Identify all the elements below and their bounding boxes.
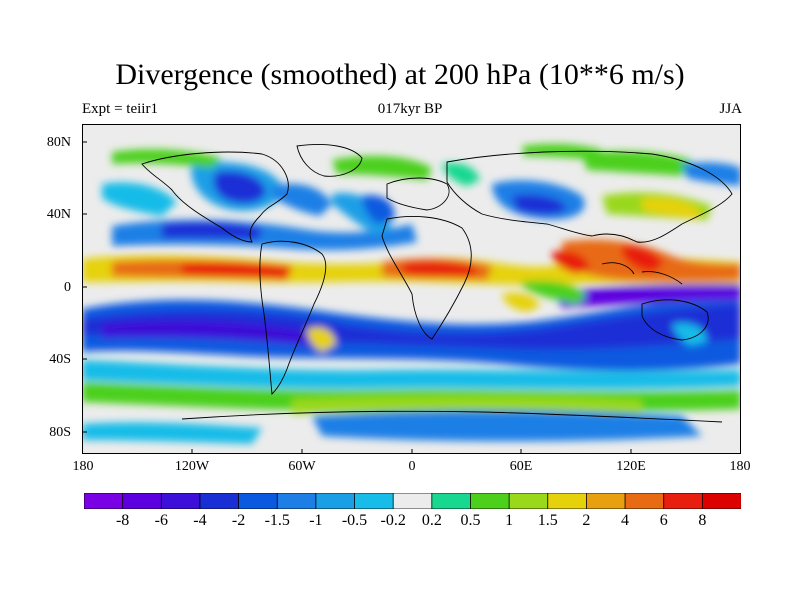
colorbar-swatch [586, 493, 626, 509]
colorbar-label: 1 [505, 512, 514, 529]
lat-label-40s: 40S [49, 352, 71, 367]
map-title: Divergence (smoothed) at 200 hPa (10**6 … [115, 58, 685, 91]
colorbar-label: 2 [582, 512, 591, 529]
colorbar-swatch [160, 493, 201, 509]
colorbar-label: 0.2 [421, 512, 442, 529]
colorbar-swatch [392, 493, 433, 509]
colorbar-label: -0.5 [341, 512, 368, 529]
colorbar-label: -1 [309, 512, 323, 529]
lat-label-80s: 80S [49, 425, 71, 440]
colorbar-label: 0.5 [460, 512, 481, 529]
colorbar-swatch [122, 493, 163, 509]
lat-label-0: 0 [64, 280, 71, 295]
lon-label-60w: 60W [288, 459, 316, 474]
colorbar-swatch [547, 493, 588, 509]
colorbar-label: -1.5 [264, 512, 290, 529]
colorbar-swatch [315, 493, 356, 509]
colorbar-swatch [663, 493, 704, 509]
colorbar-label: -4 [193, 512, 207, 529]
lat-label-80n: 80N [46, 135, 71, 150]
colorbar-swatch [238, 493, 278, 509]
colorbar-swatch [701, 493, 741, 509]
colorbar-label: 4 [621, 512, 630, 529]
colorbar-swatch [276, 493, 317, 509]
colorbar-swatch [84, 493, 124, 509]
time-label: 017kyr BP [377, 101, 443, 117]
lon-label-60e: 60E [509, 459, 533, 474]
lon-label-0: 0 [408, 459, 416, 474]
colorbar-label: 1.5 [537, 512, 558, 529]
coastlines [141, 144, 733, 423]
colorbar-swatch [470, 493, 510, 509]
colorbar-swatch [431, 493, 472, 509]
divergence-field [82, 141, 741, 454]
lon-label-120e: 120E [616, 459, 646, 474]
divergence-map [82, 124, 741, 454]
colorbar-swatch [624, 493, 665, 509]
lat-label-40n: 40N [46, 207, 71, 222]
colorbar-swatch [354, 493, 394, 509]
colorbar-label: -2 [231, 512, 246, 529]
experiment-label: Expt = teiir1 [82, 101, 158, 117]
colorbar-label: -8 [115, 512, 130, 529]
colorbar-swatch [199, 493, 240, 509]
lon-label-120w: 120W [174, 459, 210, 474]
colorbar-label: 6 [659, 512, 668, 529]
colorbar-label: -6 [154, 512, 168, 529]
colorbar-swatch [508, 493, 549, 509]
colorbar [84, 493, 741, 509]
lon-label-180e: 180 [729, 459, 751, 474]
colorbar-label: 8 [698, 512, 707, 529]
colorbar-label: -0.2 [380, 512, 406, 529]
lon-label-180w: 180 [72, 459, 94, 474]
season-label: JJA [719, 101, 742, 117]
